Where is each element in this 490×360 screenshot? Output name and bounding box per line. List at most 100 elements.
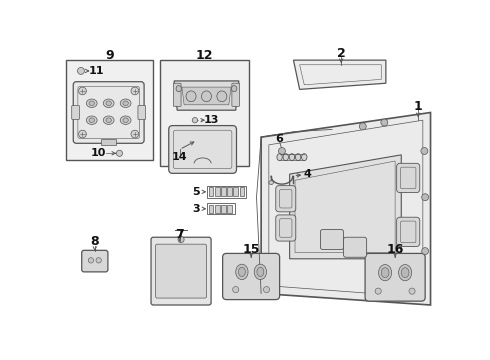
Ellipse shape bbox=[88, 258, 94, 263]
Ellipse shape bbox=[295, 154, 301, 161]
Circle shape bbox=[131, 130, 139, 138]
Bar bbox=[207, 203, 235, 214]
Circle shape bbox=[264, 287, 270, 293]
Bar bbox=[240, 187, 244, 197]
Ellipse shape bbox=[106, 101, 111, 105]
FancyBboxPatch shape bbox=[320, 230, 343, 249]
Ellipse shape bbox=[123, 118, 128, 122]
Ellipse shape bbox=[217, 91, 227, 102]
Text: 12: 12 bbox=[196, 49, 213, 62]
Polygon shape bbox=[294, 60, 386, 89]
Circle shape bbox=[233, 287, 239, 293]
Ellipse shape bbox=[289, 154, 294, 161]
Circle shape bbox=[78, 130, 86, 138]
FancyBboxPatch shape bbox=[276, 186, 296, 212]
Bar bbox=[207, 186, 245, 198]
Circle shape bbox=[422, 248, 429, 255]
Ellipse shape bbox=[379, 265, 392, 281]
Circle shape bbox=[409, 288, 415, 294]
Text: 8: 8 bbox=[91, 235, 99, 248]
Circle shape bbox=[131, 87, 139, 95]
Bar bbox=[160, 60, 249, 166]
Circle shape bbox=[116, 150, 122, 156]
Ellipse shape bbox=[236, 264, 248, 280]
Polygon shape bbox=[290, 155, 401, 259]
Ellipse shape bbox=[120, 99, 131, 108]
Bar bbox=[227, 187, 232, 197]
Ellipse shape bbox=[96, 258, 101, 263]
Ellipse shape bbox=[106, 118, 111, 122]
FancyBboxPatch shape bbox=[173, 83, 181, 106]
Circle shape bbox=[178, 237, 184, 243]
Bar bbox=[209, 205, 214, 213]
Ellipse shape bbox=[254, 264, 267, 280]
Polygon shape bbox=[261, 112, 431, 305]
Text: 1: 1 bbox=[414, 100, 422, 113]
Polygon shape bbox=[174, 81, 239, 110]
Ellipse shape bbox=[301, 154, 307, 161]
FancyBboxPatch shape bbox=[232, 83, 240, 106]
Ellipse shape bbox=[176, 86, 181, 92]
Ellipse shape bbox=[120, 116, 131, 125]
Text: 5: 5 bbox=[193, 187, 200, 197]
Text: 14: 14 bbox=[172, 152, 187, 162]
FancyBboxPatch shape bbox=[72, 105, 79, 120]
Circle shape bbox=[78, 87, 86, 95]
Ellipse shape bbox=[257, 267, 264, 276]
FancyBboxPatch shape bbox=[151, 237, 211, 305]
FancyBboxPatch shape bbox=[397, 163, 420, 193]
FancyBboxPatch shape bbox=[276, 215, 296, 241]
FancyBboxPatch shape bbox=[169, 126, 237, 173]
FancyBboxPatch shape bbox=[397, 217, 420, 247]
Ellipse shape bbox=[201, 91, 212, 102]
Polygon shape bbox=[182, 87, 231, 105]
Bar bbox=[227, 205, 232, 213]
Ellipse shape bbox=[231, 86, 237, 92]
Ellipse shape bbox=[89, 118, 95, 122]
Bar bbox=[66, 60, 152, 160]
Bar bbox=[233, 187, 238, 197]
Text: 11: 11 bbox=[89, 66, 104, 76]
FancyBboxPatch shape bbox=[138, 105, 146, 120]
Circle shape bbox=[359, 123, 366, 130]
Ellipse shape bbox=[239, 267, 245, 276]
FancyBboxPatch shape bbox=[365, 253, 425, 301]
Ellipse shape bbox=[186, 91, 196, 102]
Text: 6: 6 bbox=[276, 134, 284, 144]
Text: 3: 3 bbox=[193, 204, 200, 214]
Ellipse shape bbox=[123, 101, 128, 105]
Circle shape bbox=[375, 288, 381, 294]
Text: 10: 10 bbox=[90, 148, 105, 158]
Text: 9: 9 bbox=[105, 49, 114, 62]
Ellipse shape bbox=[283, 154, 289, 161]
Circle shape bbox=[421, 148, 428, 154]
Ellipse shape bbox=[192, 117, 197, 123]
FancyBboxPatch shape bbox=[82, 250, 108, 272]
Bar bbox=[101, 139, 117, 145]
Text: 4: 4 bbox=[303, 169, 311, 179]
Circle shape bbox=[278, 148, 285, 154]
Ellipse shape bbox=[89, 101, 95, 105]
Text: 7: 7 bbox=[175, 228, 184, 240]
Circle shape bbox=[422, 194, 429, 201]
Text: 2: 2 bbox=[337, 48, 345, 60]
Bar bbox=[215, 187, 220, 197]
Ellipse shape bbox=[86, 99, 97, 108]
Text: 13: 13 bbox=[204, 115, 220, 125]
Circle shape bbox=[381, 119, 388, 126]
Ellipse shape bbox=[103, 99, 114, 108]
Ellipse shape bbox=[398, 265, 412, 281]
Ellipse shape bbox=[277, 154, 282, 161]
Bar bbox=[221, 187, 226, 197]
Ellipse shape bbox=[381, 267, 389, 278]
Bar bbox=[209, 187, 214, 197]
FancyBboxPatch shape bbox=[74, 82, 144, 143]
FancyBboxPatch shape bbox=[156, 244, 206, 298]
Ellipse shape bbox=[86, 116, 97, 125]
FancyBboxPatch shape bbox=[343, 237, 367, 257]
Circle shape bbox=[77, 67, 84, 75]
Ellipse shape bbox=[103, 116, 114, 125]
FancyBboxPatch shape bbox=[222, 253, 280, 300]
Text: 15: 15 bbox=[243, 243, 260, 256]
Ellipse shape bbox=[269, 181, 273, 184]
